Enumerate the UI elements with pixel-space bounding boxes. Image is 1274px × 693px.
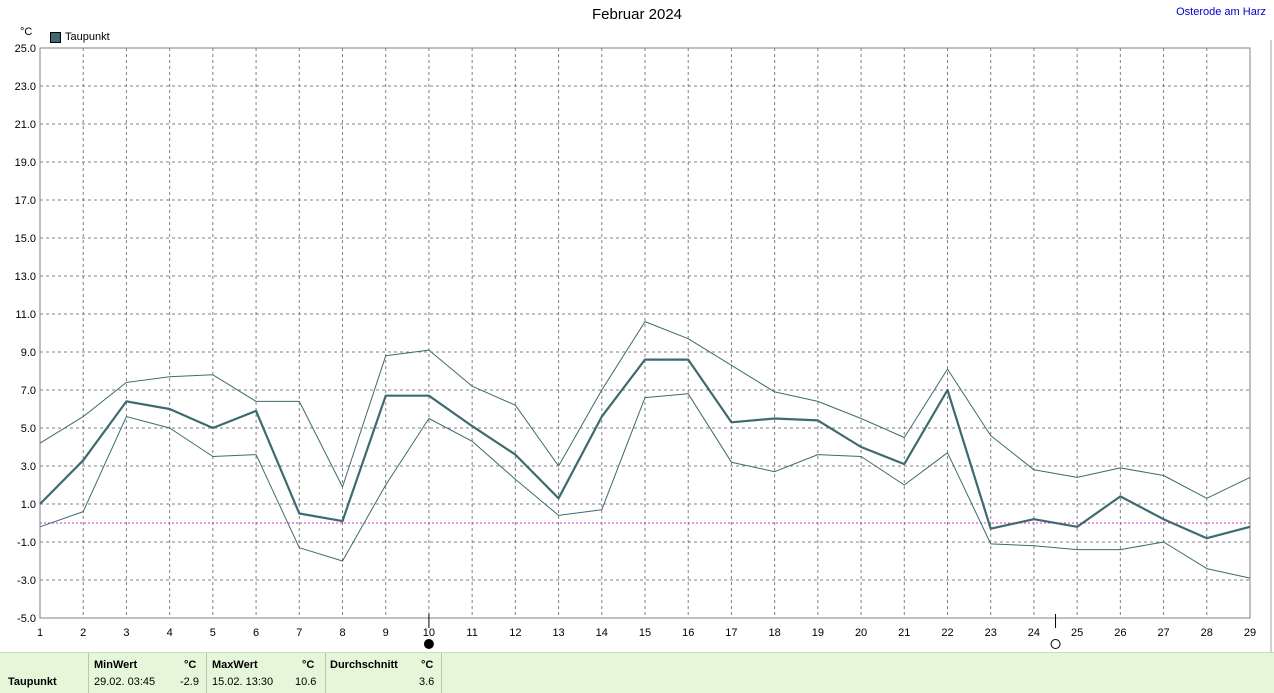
y-tick-label: 15.0 <box>15 233 36 245</box>
y-tick-label: 25.0 <box>15 43 36 55</box>
x-tick-label: 25 <box>1071 627 1083 639</box>
series-line-min <box>39 393 1251 579</box>
avg-value: 3.6 <box>419 676 435 688</box>
y-tick-label: 5.0 <box>21 423 36 435</box>
x-tick-label: 20 <box>855 627 867 639</box>
x-tick-label: 15 <box>639 627 651 639</box>
series-line-mean <box>39 358 1251 540</box>
series-line-max <box>39 321 1251 499</box>
max-header: MaxWert <box>212 659 258 671</box>
y-tick-label: 21.0 <box>15 119 36 131</box>
full-moon-icon <box>423 639 434 649</box>
location-link[interactable]: Osterode am Harz <box>1176 6 1266 18</box>
min-unit: °C <box>184 659 197 671</box>
summary-row-label: Taupunkt <box>8 676 57 688</box>
y-tick-label: -5.0 <box>17 613 36 625</box>
y-tick-label: 13.0 <box>15 271 36 283</box>
min-time: 29.02. 03:45 <box>94 676 156 688</box>
max-time: 15.02. 13:30 <box>212 676 274 688</box>
x-tick-label: 7 <box>296 627 302 639</box>
x-tick-label: 18 <box>769 627 781 639</box>
x-tick-label: 17 <box>725 627 737 639</box>
x-tick-label: 29 <box>1244 627 1256 639</box>
summary-separator <box>206 653 207 693</box>
summary-panel: Taupunkt MinWert °C 29.02. 03:45 -2.9 Ma… <box>0 652 1274 693</box>
x-tick-label: 23 <box>985 627 997 639</box>
max-unit: °C <box>302 659 315 671</box>
x-tick-label: 11 <box>466 627 477 639</box>
y-tick-label: 17.0 <box>15 195 36 207</box>
x-tick-label: 27 <box>1157 627 1169 639</box>
summary-separator <box>441 653 442 693</box>
y-tick-label: 9.0 <box>21 347 36 359</box>
x-tick-label: 5 <box>210 627 216 639</box>
series-lines <box>39 321 1251 579</box>
y-tick-label: 23.0 <box>15 81 36 93</box>
grid-lines <box>40 48 1250 618</box>
min-header: MinWert <box>94 659 138 671</box>
x-tick-label: 24 <box>1028 627 1040 639</box>
y-tick-label: 1.0 <box>21 499 36 511</box>
chart-title: Februar 2024 <box>591 6 683 23</box>
x-tick-label: 16 <box>682 627 694 639</box>
x-tick-label: 6 <box>253 627 259 639</box>
x-tick-label: 19 <box>812 627 824 639</box>
summary-separator <box>88 653 89 693</box>
x-tick-label: 8 <box>339 627 345 639</box>
x-tick-labels: 1 2 3 4 5 6 7 8 9 10 11 12 13 14 15 16 17 18 19 20 21 22 23 24 2… <box>37 627 1256 639</box>
x-tick-label: 4 <box>167 627 173 639</box>
x-tick-label: 13 <box>552 627 564 639</box>
y-tick-labels: 25.0 23.0 21.0 19.0 17.0 15.0 13.0 11.0 9.0 7.0 5.… <box>15 43 36 625</box>
new-moon-icon <box>1050 639 1061 649</box>
y-tick-label: 7.0 <box>21 385 36 397</box>
x-tick-label: 26 <box>1114 627 1126 639</box>
summary-separator <box>325 653 326 693</box>
x-tick-label: 22 <box>941 627 953 639</box>
x-tick-label: 12 <box>509 627 521 639</box>
y-tick-label: -3.0 <box>17 575 36 587</box>
y-tick-label: 3.0 <box>21 461 36 473</box>
x-tick-label: 21 <box>898 627 910 639</box>
moon-markers <box>423 614 1061 649</box>
y-axis-unit: °C <box>20 26 33 38</box>
x-tick-label: 10 <box>423 627 435 639</box>
x-tick-label: 14 <box>596 627 608 639</box>
min-value: -2.9 <box>180 676 199 688</box>
y-tick-label: 11.0 <box>15 309 36 321</box>
y-tick-label: -1.0 <box>17 537 36 549</box>
x-tick-label: 3 <box>123 627 129 639</box>
legend-label: Taupunkt <box>65 31 110 43</box>
max-value: 10.6 <box>295 676 317 688</box>
x-tick-label: 28 <box>1201 627 1213 639</box>
x-tick-label: 1 <box>37 627 43 639</box>
x-tick-label: 2 <box>80 627 86 639</box>
legend-swatch-icon <box>50 31 61 43</box>
avg-unit: °C <box>421 659 434 671</box>
chart-canvas: 25.023.021.019.017.015.013.011.09.07.05.… <box>15 40 1272 652</box>
y-tick-label: 19.0 <box>15 157 36 169</box>
avg-header: Durchschnitt <box>330 659 398 671</box>
legend: Taupunkt <box>50 31 110 43</box>
x-tick-label: 9 <box>383 627 389 639</box>
